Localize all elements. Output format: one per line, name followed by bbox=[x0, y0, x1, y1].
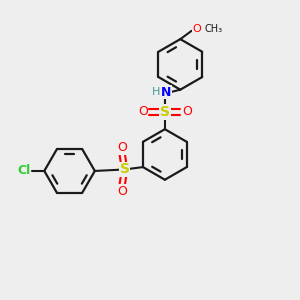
Text: N: N bbox=[161, 85, 172, 98]
Text: CH₃: CH₃ bbox=[204, 24, 223, 34]
Text: O: O bbox=[138, 106, 148, 118]
Text: O: O bbox=[117, 141, 127, 154]
Text: Cl: Cl bbox=[17, 164, 31, 178]
Text: H: H bbox=[152, 87, 161, 97]
Text: O: O bbox=[182, 106, 192, 118]
Text: O: O bbox=[117, 185, 127, 198]
Text: S: S bbox=[160, 105, 170, 119]
Text: O: O bbox=[192, 24, 201, 34]
Text: S: S bbox=[120, 163, 130, 176]
